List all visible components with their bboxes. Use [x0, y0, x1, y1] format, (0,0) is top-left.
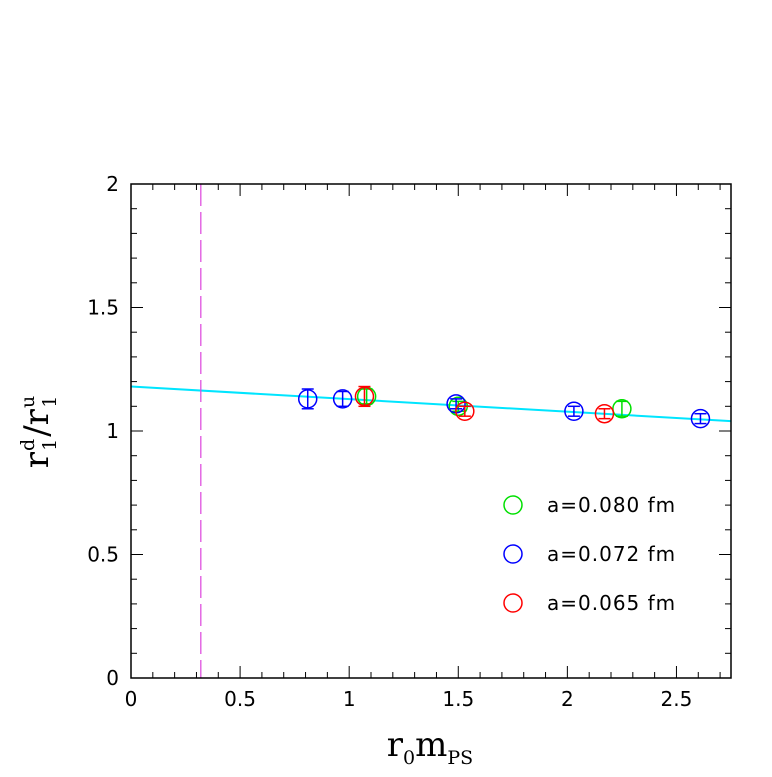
data-marker: [354, 386, 375, 407]
data-point: [297, 388, 318, 410]
y-tick-label: 2: [106, 172, 119, 196]
legend-marker: [503, 495, 523, 515]
y-axis-title-part: r: [17, 451, 57, 468]
data-marker: [594, 403, 615, 424]
data-point: [690, 408, 711, 429]
y-tick-label: 0.5: [87, 543, 119, 567]
y-tick-label: 1: [106, 419, 119, 443]
x-tick-label: 2.5: [661, 687, 693, 711]
y-tick-label: 0: [106, 666, 119, 690]
y-axis-title-sup: u: [17, 396, 39, 408]
legend-label: a=0.080 fm: [547, 493, 676, 517]
y-axis-title-sub: 1: [39, 396, 61, 408]
y-tick-label: 1.5: [87, 296, 119, 320]
legend-label: a=0.072 fm: [547, 542, 676, 566]
data-marker: [455, 401, 475, 421]
x-axis-title-sub: PS: [447, 747, 473, 769]
x-axis-title: r0mPS: [387, 725, 473, 769]
x-axis-title-part: r: [387, 725, 404, 765]
y-axis-title: rd1/ru1: [17, 396, 61, 469]
data-marker: [564, 401, 584, 421]
x-tick-label: 0.5: [224, 687, 256, 711]
data-marker: [332, 389, 353, 409]
data-marker: [297, 389, 318, 409]
data-point: [564, 401, 584, 421]
x-axis-title-part: m: [415, 725, 447, 765]
data-point: [594, 403, 615, 424]
x-tick-label: 1.5: [442, 687, 474, 711]
data-marker: [690, 408, 711, 429]
legend-marker: [503, 544, 523, 564]
y-axis-title-part: /: [17, 425, 57, 437]
legend-label: a=0.065 fm: [547, 591, 676, 615]
y-axis-title-sub: 1: [39, 439, 61, 451]
data-marker: [612, 399, 632, 419]
y-axis-title-part: r: [17, 408, 57, 425]
legend-marker: [503, 593, 523, 613]
data-point: [612, 399, 632, 419]
fit-line: [130, 385, 732, 423]
y-axis-title-sup: d: [17, 439, 39, 451]
data-point: [332, 389, 353, 409]
data-point: [455, 401, 475, 421]
x-axis-title-sub: 0: [403, 747, 415, 769]
x-tick-label: 2: [561, 687, 574, 711]
x-tick-label: 0: [125, 687, 138, 711]
data-point: [354, 385, 375, 408]
x-tick-label: 1: [343, 687, 356, 711]
